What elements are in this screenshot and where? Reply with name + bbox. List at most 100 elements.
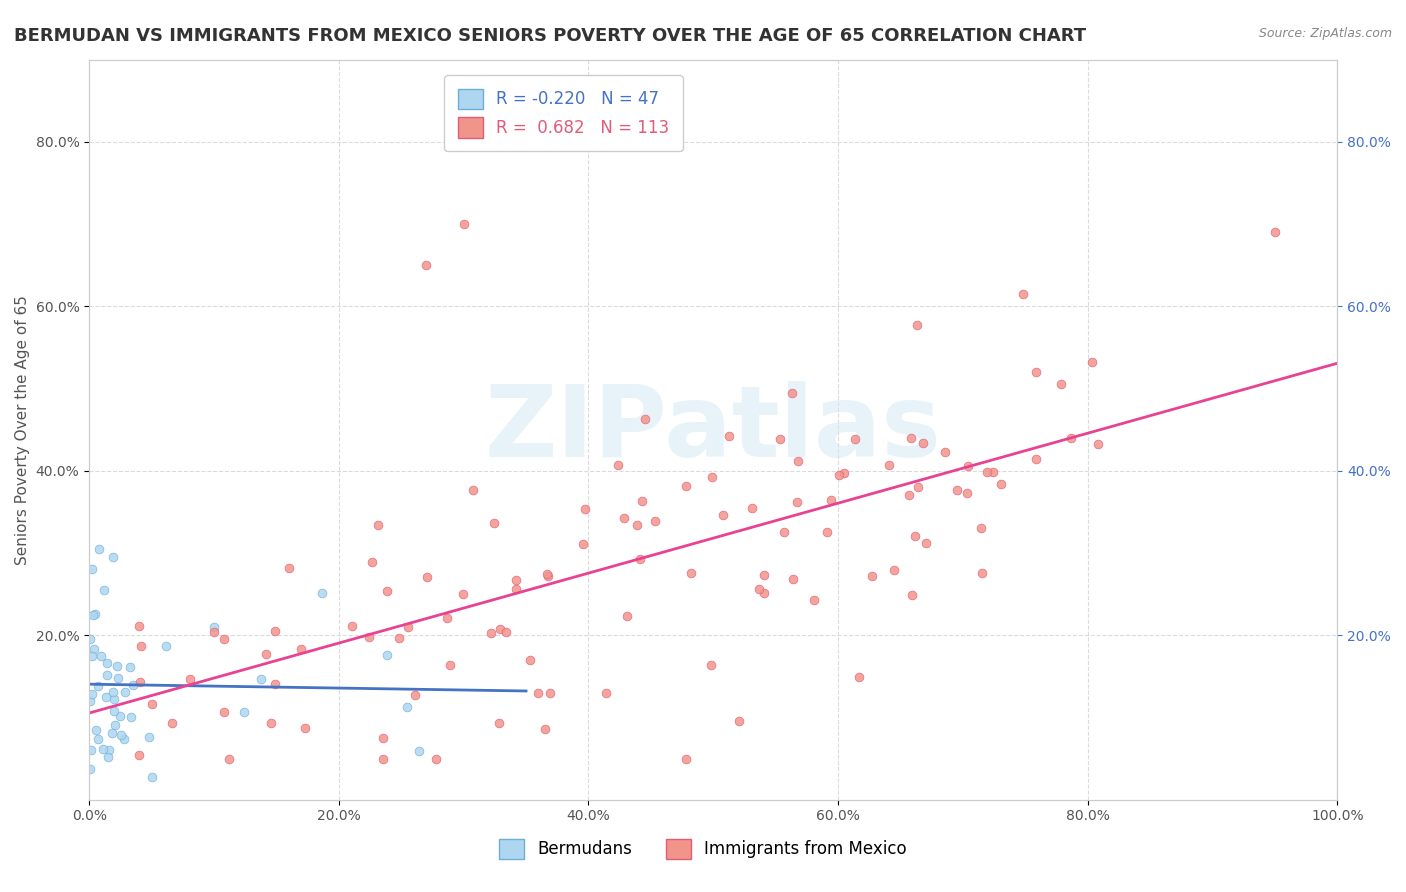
Immigrants from Mexico: [536, 566, 558, 581]
Immigrants from Mexico: [373, 751, 395, 765]
Immigrants from Mexico: [628, 551, 651, 566]
Immigrants from Mexico: [453, 217, 475, 231]
Immigrants from Mexico: [630, 493, 652, 508]
Bermudans: [110, 709, 132, 723]
Bermudans: [83, 641, 105, 656]
Immigrants from Mexico: [540, 686, 562, 700]
Immigrants from Mexico: [1081, 355, 1104, 369]
Immigrants from Mexico: [488, 716, 510, 731]
Bermudans: [97, 750, 120, 764]
Immigrants from Mexico: [425, 751, 447, 765]
Immigrants from Mexico: [264, 676, 287, 690]
Bermudans: [232, 705, 254, 719]
Bermudans: [375, 648, 398, 663]
Immigrants from Mexico: [644, 514, 666, 528]
Immigrants from Mexico: [773, 524, 796, 539]
Bermudans: [79, 694, 101, 708]
Bermudans: [112, 731, 135, 746]
Bermudans: [87, 541, 110, 556]
Text: ZIPatlas: ZIPatlas: [485, 381, 942, 478]
Bermudans: [83, 607, 105, 622]
Immigrants from Mexico: [1025, 452, 1047, 467]
Y-axis label: Seniors Poverty Over the Age of 65: Seniors Poverty Over the Age of 65: [15, 294, 30, 565]
Immigrants from Mexico: [505, 582, 527, 596]
Immigrants from Mexico: [803, 593, 825, 607]
Immigrants from Mexico: [463, 483, 485, 498]
Immigrants from Mexico: [752, 568, 775, 582]
Bermudans: [122, 678, 145, 692]
Immigrants from Mexico: [342, 619, 364, 633]
Immigrants from Mexico: [832, 466, 855, 480]
Bermudans: [105, 658, 128, 673]
Immigrants from Mexico: [439, 657, 461, 672]
Immigrants from Mexico: [934, 445, 956, 459]
Immigrants from Mexico: [970, 521, 993, 535]
Immigrants from Mexico: [907, 480, 929, 494]
Immigrants from Mexico: [915, 536, 938, 550]
Bermudans: [80, 742, 103, 756]
Immigrants from Mexico: [786, 495, 808, 509]
Immigrants from Mexico: [479, 626, 502, 640]
Immigrants from Mexico: [820, 492, 842, 507]
Immigrants from Mexico: [990, 477, 1012, 491]
Immigrants from Mexico: [128, 619, 150, 633]
Immigrants from Mexico: [768, 432, 790, 446]
Immigrants from Mexico: [626, 517, 648, 532]
Bermudans: [155, 639, 177, 653]
Immigrants from Mexico: [416, 570, 439, 584]
Immigrants from Mexico: [905, 318, 928, 333]
Immigrants from Mexico: [782, 572, 804, 586]
Immigrants from Mexico: [606, 458, 628, 472]
Immigrants from Mexico: [981, 465, 1004, 479]
Immigrants from Mexico: [505, 573, 527, 587]
Immigrants from Mexico: [675, 751, 697, 765]
Immigrants from Mexico: [361, 555, 384, 569]
Immigrants from Mexico: [900, 431, 922, 445]
Immigrants from Mexico: [260, 715, 283, 730]
Immigrants from Mexico: [533, 722, 555, 736]
Legend: Bermudans, Immigrants from Mexico: Bermudans, Immigrants from Mexico: [492, 832, 914, 866]
Immigrants from Mexico: [1264, 225, 1286, 239]
Bermudans: [408, 744, 430, 758]
Immigrants from Mexico: [946, 483, 969, 498]
Bermudans: [80, 562, 103, 576]
Immigrants from Mexico: [613, 511, 636, 525]
Immigrants from Mexico: [141, 697, 163, 711]
Immigrants from Mexico: [976, 465, 998, 479]
Immigrants from Mexico: [218, 751, 240, 765]
Immigrants from Mexico: [1025, 365, 1047, 379]
Immigrants from Mexico: [700, 657, 723, 672]
Immigrants from Mexico: [860, 568, 883, 582]
Immigrants from Mexico: [780, 385, 803, 400]
Immigrants from Mexico: [357, 630, 380, 644]
Bermudans: [141, 771, 163, 785]
Bermudans: [202, 620, 225, 634]
Immigrants from Mexico: [903, 529, 925, 543]
Bermudans: [110, 728, 132, 742]
Immigrants from Mexico: [787, 454, 810, 468]
Bermudans: [80, 687, 103, 701]
Immigrants from Mexico: [1087, 437, 1109, 451]
Bermudans: [97, 743, 120, 757]
Immigrants from Mexico: [204, 625, 226, 640]
Immigrants from Mexico: [898, 488, 921, 502]
Immigrants from Mexico: [741, 501, 763, 516]
Bermudans: [82, 608, 104, 623]
Immigrants from Mexico: [616, 608, 638, 623]
Immigrants from Mexico: [129, 639, 152, 653]
Bermudans: [84, 723, 107, 737]
Immigrants from Mexico: [495, 624, 517, 639]
Immigrants from Mexico: [956, 486, 979, 500]
Immigrants from Mexico: [179, 672, 201, 686]
Immigrants from Mexico: [572, 537, 595, 551]
Bermudans: [396, 699, 419, 714]
Immigrants from Mexico: [264, 624, 287, 638]
Immigrants from Mexico: [415, 258, 437, 272]
Immigrants from Mexico: [815, 525, 838, 540]
Bermudans: [120, 710, 142, 724]
Immigrants from Mexico: [679, 566, 702, 581]
Immigrants from Mexico: [294, 722, 316, 736]
Immigrants from Mexico: [970, 566, 993, 580]
Immigrants from Mexico: [396, 620, 419, 634]
Bermudans: [101, 549, 124, 564]
